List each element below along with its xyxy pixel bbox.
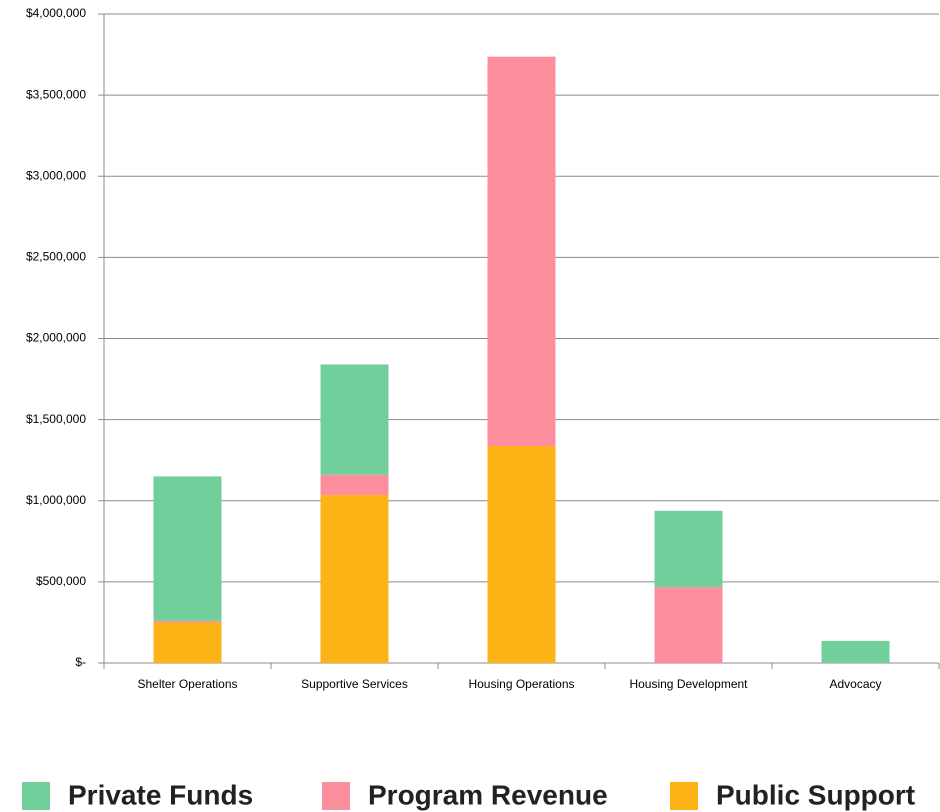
bar-segment [320, 495, 389, 663]
x-tick-label: Shelter Operations [137, 677, 237, 691]
legend-text: Private Funds [68, 779, 253, 810]
bar-segment [153, 620, 222, 623]
legend-swatch [322, 782, 350, 810]
y-tick-label: $2,000,000 [26, 331, 86, 345]
y-tick-label: $1,500,000 [26, 412, 86, 426]
bar-segment [487, 56, 556, 447]
bar-segment [654, 510, 723, 588]
y-tick-label: $4,000,000 [26, 6, 86, 20]
bar-segment [654, 587, 723, 663]
bar-segment [153, 476, 222, 621]
x-tick-label: Advocacy [829, 677, 881, 691]
legend-swatch [670, 782, 698, 810]
legend-swatch [22, 782, 50, 810]
y-tick-label: $- [75, 655, 86, 669]
y-tick-label: $3,000,000 [26, 168, 86, 182]
bar-segment [320, 474, 389, 496]
y-tick-label: $1,000,000 [26, 493, 86, 507]
bar-segment [487, 446, 556, 663]
y-tick-label: $500,000 [36, 574, 86, 588]
legend-text: Public Support [716, 779, 915, 810]
x-tick-label: Housing Development [629, 677, 748, 691]
y-tick-label: $3,500,000 [26, 87, 86, 101]
x-tick-label: Supportive Services [301, 677, 408, 691]
x-tick-label: Housing Operations [468, 677, 574, 691]
bar-segment [320, 364, 389, 475]
y-tick-label: $2,500,000 [26, 250, 86, 264]
bar-segment [153, 622, 222, 663]
legend-text: Program Revenue [368, 779, 608, 810]
bar-segment [821, 640, 890, 663]
